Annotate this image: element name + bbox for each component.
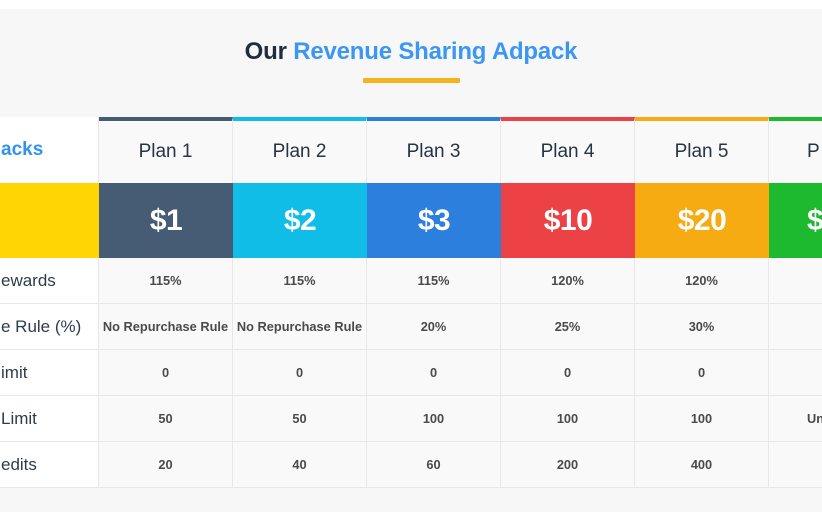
plan-2-repurchase-rule: No Repurchase Rule: [233, 304, 367, 350]
plan-5-limit-1: 0: [635, 350, 769, 396]
plan-3-price: $3: [367, 183, 501, 258]
plan-4-price: $10: [501, 183, 635, 258]
plan-4-rewards: 120%: [501, 258, 635, 304]
plan-1-credits: 20: [99, 442, 233, 488]
plan-3-rewards: 115%: [367, 258, 501, 304]
plan-6-rewards: [769, 258, 822, 304]
plan-6-repurchase-rule: [769, 304, 822, 350]
plan-5-column: Plan 5 $20 120% 30% 0 100 400: [635, 117, 769, 488]
plan-5-price: $20: [635, 183, 769, 258]
plan-6-header: P: [769, 117, 822, 183]
title-main: Revenue Sharing Adpack: [293, 38, 578, 65]
plan-4-limit-1: 0: [501, 350, 635, 396]
plan-6-limit-1: [769, 350, 822, 396]
plan-2-credits: 40: [233, 442, 367, 488]
plan-3-credits: 60: [367, 442, 501, 488]
plan-5-header: Plan 5: [635, 117, 769, 183]
plan-6-column: P $ Un: [769, 117, 822, 488]
row-label-credits: edits: [0, 442, 99, 488]
plan-2-limit-2: 50: [233, 396, 367, 442]
row-label-limit-1: imit: [0, 350, 99, 396]
plan-3-limit-1: 0: [367, 350, 501, 396]
title-underline: [362, 78, 460, 83]
row-label-rewards: ewards: [0, 258, 99, 304]
plan-5-credits: 400: [635, 442, 769, 488]
plan-2-price: $2: [233, 183, 367, 258]
plan-1-rewards: 115%: [99, 258, 233, 304]
plan-3-header: Plan 3: [367, 117, 501, 183]
plan-4-credits: 200: [501, 442, 635, 488]
page-title: Our Revenue Sharing Adpack: [0, 38, 822, 66]
title-prefix: Our: [244, 38, 287, 65]
plan-3-limit-2: 100: [367, 396, 501, 442]
label-column: acks ewards e Rule (%) imit Limit edits: [0, 117, 99, 488]
plan-4-header: Plan 4: [501, 117, 635, 183]
row-label-limit-2: Limit: [0, 396, 99, 442]
plan-2-rewards: 115%: [233, 258, 367, 304]
plan-1-limit-2: 50: [99, 396, 233, 442]
plan-6-price: $: [769, 183, 822, 258]
label-column-header: acks: [0, 117, 99, 183]
label-price-cell: [0, 183, 99, 258]
top-strip: [0, 0, 822, 9]
plan-2-column: Plan 2 $2 115% No Repurchase Rule 0 50 4…: [233, 117, 367, 488]
plan-4-column: Plan 4 $10 120% 25% 0 100 200: [501, 117, 635, 488]
row-label-repurchase-rule: e Rule (%): [0, 304, 99, 350]
plan-1-limit-1: 0: [99, 350, 233, 396]
plan-4-repurchase-rule: 25%: [501, 304, 635, 350]
plan-1-price: $1: [99, 183, 233, 258]
plan-5-limit-2: 100: [635, 396, 769, 442]
plan-1-header: Plan 1: [99, 117, 233, 183]
plan-2-header: Plan 2: [233, 117, 367, 183]
plan-1-repurchase-rule: No Repurchase Rule: [99, 304, 233, 350]
plan-5-repurchase-rule: 30%: [635, 304, 769, 350]
plan-6-credits: [769, 442, 822, 488]
plan-4-limit-2: 100: [501, 396, 635, 442]
plan-5-rewards: 120%: [635, 258, 769, 304]
plan-2-limit-1: 0: [233, 350, 367, 396]
plan-1-column: Plan 1 $1 115% No Repurchase Rule 0 50 2…: [99, 117, 233, 488]
pricing-table: acks ewards e Rule (%) imit Limit edits …: [0, 117, 822, 488]
plan-6-limit-2: Un: [769, 396, 822, 442]
plan-3-column: Plan 3 $3 115% 20% 0 100 60: [367, 117, 501, 488]
plan-3-repurchase-rule: 20%: [367, 304, 501, 350]
